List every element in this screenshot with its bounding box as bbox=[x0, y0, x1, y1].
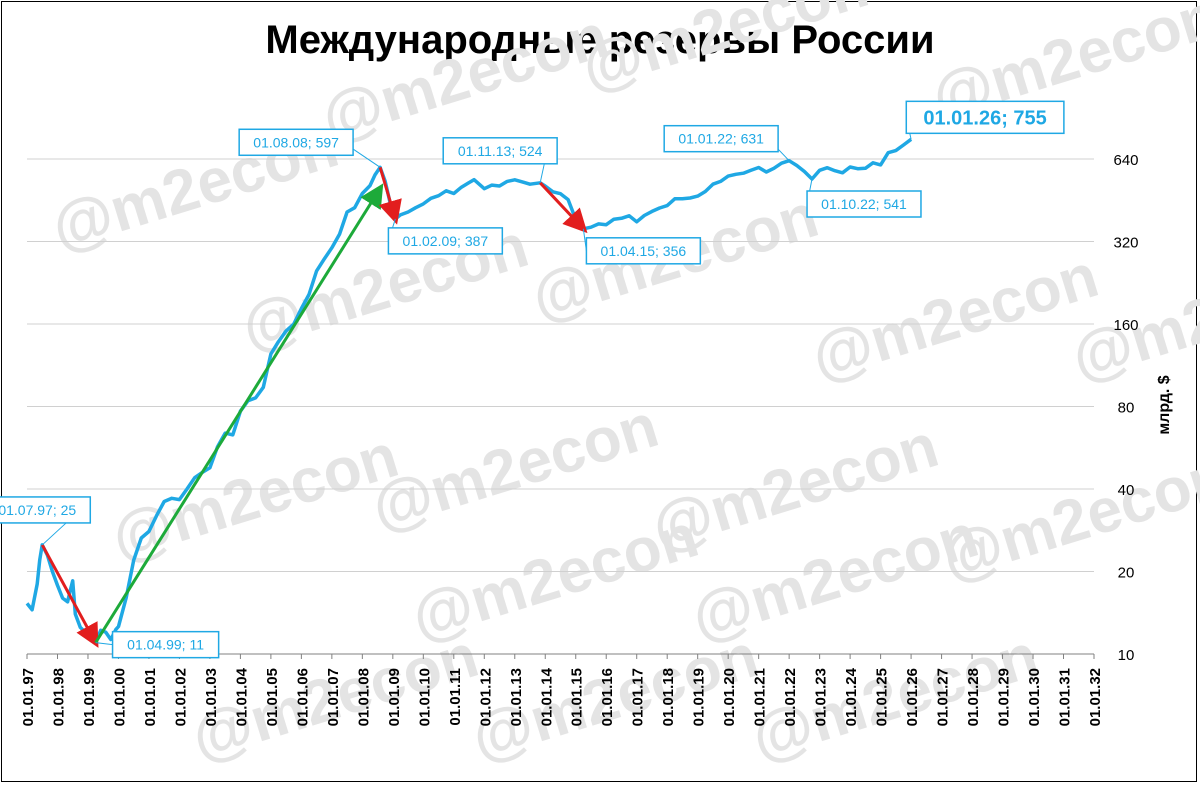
y-tick-label: 640 bbox=[1113, 152, 1138, 169]
callout-box bbox=[585, 237, 702, 265]
downtrend-arrow bbox=[40, 544, 99, 648]
watermark-text: @m2econ bbox=[404, 501, 706, 653]
x-tick-label: 01.01.11 bbox=[447, 668, 464, 726]
callout-box bbox=[663, 124, 779, 153]
callout-box bbox=[238, 128, 354, 157]
trend-arrows bbox=[40, 166, 588, 648]
x-tick-label: 01.01.17 bbox=[630, 668, 647, 726]
callout-box bbox=[387, 227, 504, 255]
callout-box bbox=[0, 496, 92, 524]
x-tick-label: 01.01.22 bbox=[782, 668, 799, 726]
callout-label: 01.10.22; 541 bbox=[821, 196, 907, 212]
watermark-text: @m2econ bbox=[804, 241, 1106, 393]
callout-label: 01.01.22; 631 bbox=[678, 131, 764, 147]
callout-label: 01.04.15; 356 bbox=[601, 243, 687, 259]
x-tick-label: 01.01.08 bbox=[355, 668, 372, 726]
x-tick-label: 01.01.00 bbox=[111, 668, 128, 726]
x-tick-label: 01.01.13 bbox=[508, 668, 525, 726]
x-tick-label: 01.01.23 bbox=[813, 668, 830, 726]
annotation-callout: 01.08.08; 597 bbox=[238, 128, 381, 168]
grid-lines bbox=[27, 158, 1094, 655]
x-tick-label: 01.01.19 bbox=[691, 668, 708, 726]
callout-box bbox=[905, 100, 1065, 135]
callout-leader bbox=[95, 642, 113, 646]
x-tick-label: 01.01.20 bbox=[721, 668, 738, 726]
watermark-text: @m2econ bbox=[104, 421, 406, 573]
x-tick-label: 01.01.21 bbox=[752, 668, 769, 726]
x-tick-label: 01.01.28 bbox=[965, 668, 982, 726]
annotation-callout: 01.04.99; 11 bbox=[95, 630, 220, 659]
annotation-callout: 01.01.26; 755 bbox=[905, 100, 1065, 140]
annotation-callout: 01.01.22; 631 bbox=[663, 124, 790, 162]
callout-box bbox=[806, 190, 922, 218]
x-tick-label: 01.01.99 bbox=[81, 668, 98, 726]
callout-label: 01.08.08; 597 bbox=[253, 134, 339, 150]
reserves-line bbox=[25, 137, 913, 645]
x-tick-label: 01.01.07 bbox=[325, 668, 342, 726]
annotation-callout: 01.10.22; 541 bbox=[806, 178, 922, 218]
annotation-callout: 01.11.13; 524 bbox=[442, 137, 558, 183]
callout-label: 01.11.13; 524 bbox=[458, 143, 543, 159]
x-tick-label: 01.01.31 bbox=[1057, 668, 1074, 726]
x-tick-label: 01.01.09 bbox=[386, 668, 403, 726]
x-tick-label: 01.01.18 bbox=[660, 668, 677, 726]
x-tick-label: 01.01.24 bbox=[843, 667, 860, 726]
x-tick-label: 01.01.01 bbox=[142, 668, 159, 726]
watermark-text: @m2econ bbox=[314, 1, 616, 153]
x-tick-label: 01.01.26 bbox=[904, 668, 921, 726]
y-tick-label: 320 bbox=[1113, 235, 1138, 252]
callout-label: 01.04.99; 11 bbox=[127, 637, 204, 653]
x-tick-label: 01.01.03 bbox=[203, 668, 220, 726]
callout-label: 01.02.09; 387 bbox=[403, 233, 489, 249]
x-tick-label: 01.01.27 bbox=[935, 668, 952, 726]
chart-title: Международные резервы России bbox=[265, 18, 935, 62]
x-tick-label: 01.01.16 bbox=[599, 668, 616, 726]
x-tick-label: 01.01.04 bbox=[233, 667, 250, 726]
callout-label: 01.01.26; 755 bbox=[923, 108, 1046, 130]
downtrend-arrow bbox=[539, 181, 588, 234]
callout-box bbox=[442, 137, 558, 165]
y-tick-label: 10 bbox=[1118, 647, 1135, 664]
x-tick-label: 01.01.12 bbox=[477, 668, 494, 726]
y-tick-labels: 10 20 40 80 160 320 640 bbox=[1113, 152, 1138, 664]
x-tick-label: 01.01.02 bbox=[172, 668, 189, 726]
x-tick-label: 01.01.25 bbox=[874, 668, 891, 726]
x-tick-label: 01.01.10 bbox=[416, 668, 433, 726]
y-tick-label: 20 bbox=[1118, 565, 1135, 582]
annotation-callout: 01.07.97; 25 bbox=[0, 496, 92, 546]
x-tick-label: 01.01.15 bbox=[569, 668, 586, 726]
y-tick-label: 80 bbox=[1118, 400, 1135, 417]
x-tick-label: 01.01.32 bbox=[1087, 668, 1104, 726]
x-tick-label: 01.01.97 bbox=[20, 668, 37, 726]
x-tick-label: 01.01.05 bbox=[264, 668, 281, 726]
annotation-callout: 01.02.09; 387 bbox=[387, 218, 504, 255]
callout-box bbox=[111, 630, 220, 659]
downtrend-arrow bbox=[378, 166, 402, 225]
x-tick-label: 01.01.14 bbox=[538, 667, 555, 726]
uptrend-arrow bbox=[94, 183, 384, 644]
x-tick-label: 01.01.06 bbox=[294, 668, 311, 726]
y-tick-label: 40 bbox=[1118, 482, 1135, 499]
annotation-callout: 01.04.15; 356 bbox=[582, 228, 702, 265]
y-tick-label: 160 bbox=[1113, 317, 1138, 334]
x-tick-label: 01.01.98 bbox=[50, 668, 67, 726]
series-layer bbox=[25, 137, 913, 645]
annotations-layer: 01.07.97; 25 01.04.99; 11 01.08.08; 597 01.… bbox=[0, 100, 1065, 659]
x-tick-label: 01.01.29 bbox=[996, 668, 1013, 726]
watermark-text: @m2econ bbox=[574, 0, 876, 103]
callout-label: 01.07.97; 25 bbox=[0, 502, 76, 518]
x-tick-label: 01.01.30 bbox=[1026, 668, 1043, 726]
x-tick-labels: 01.01.97 01.01.98 01.01.99 01.01.00 01.01.01… bbox=[20, 654, 1104, 726]
